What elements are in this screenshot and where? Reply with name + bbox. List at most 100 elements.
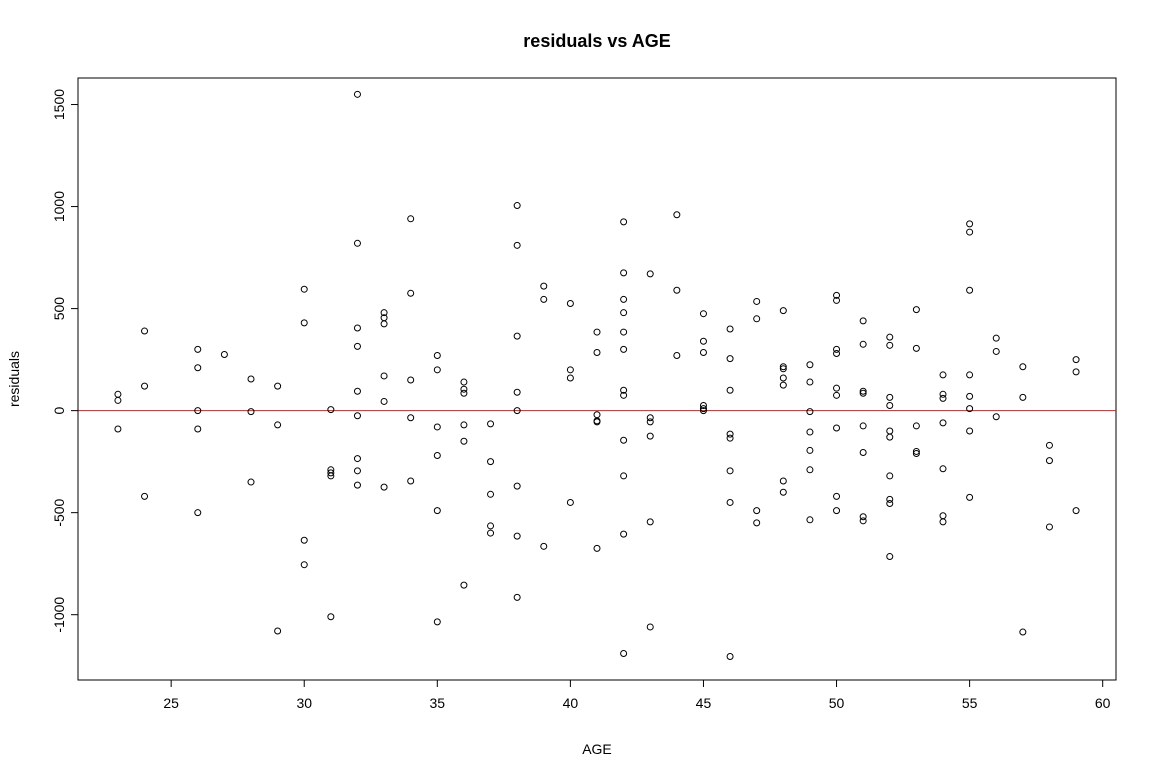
data-point — [912, 447, 920, 455]
data-point — [912, 344, 920, 352]
data-point — [859, 387, 867, 395]
data-point — [487, 420, 495, 428]
data-point — [886, 427, 894, 435]
data-point — [380, 483, 388, 491]
x-axis-label: AGE — [582, 741, 612, 757]
data-point — [620, 391, 628, 399]
data-point — [912, 422, 920, 430]
data-point — [300, 536, 308, 544]
data-point — [806, 378, 814, 386]
data-point — [753, 507, 761, 515]
data-point — [247, 375, 255, 383]
data-point — [1072, 368, 1080, 376]
data-point — [726, 434, 734, 442]
data-point — [726, 430, 734, 438]
data-point — [1019, 363, 1027, 371]
data-point — [806, 361, 814, 369]
data-point — [886, 499, 894, 507]
data-point — [966, 220, 974, 228]
data-point — [540, 282, 548, 290]
data-point — [300, 319, 308, 327]
data-point — [513, 532, 521, 540]
data-point — [753, 297, 761, 305]
data-point — [593, 328, 601, 336]
data-point — [699, 348, 707, 356]
data-point — [859, 448, 867, 456]
data-point — [726, 653, 734, 661]
data-point — [620, 328, 628, 336]
data-point — [966, 405, 974, 413]
x-tick-label: 50 — [829, 695, 845, 711]
data-point — [1072, 507, 1080, 515]
data-point — [380, 320, 388, 328]
data-point — [274, 382, 282, 390]
data-point — [114, 396, 122, 404]
data-point — [886, 472, 894, 480]
data-point — [566, 498, 574, 506]
data-point — [114, 390, 122, 398]
data-point — [859, 340, 867, 348]
x-tick-label: 45 — [696, 695, 712, 711]
data-point — [699, 407, 707, 415]
data-point — [407, 289, 415, 297]
data-point — [380, 372, 388, 380]
data-point — [407, 414, 415, 422]
data-point — [779, 477, 787, 485]
data-point — [540, 295, 548, 303]
data-point — [407, 215, 415, 223]
data-point — [620, 295, 628, 303]
data-point — [513, 482, 521, 490]
data-point — [194, 425, 202, 433]
data-point — [194, 345, 202, 353]
data-point — [726, 467, 734, 475]
data-point — [833, 384, 841, 392]
data-point — [886, 553, 894, 561]
x-tick-label: 30 — [296, 695, 312, 711]
data-point — [939, 394, 947, 402]
data-point — [487, 490, 495, 498]
data-point — [859, 389, 867, 397]
data-point — [513, 241, 521, 249]
data-point — [1019, 628, 1027, 636]
data-point — [460, 581, 468, 589]
data-point — [966, 392, 974, 400]
data-point — [833, 391, 841, 399]
data-point — [859, 517, 867, 525]
data-point — [487, 458, 495, 466]
plot-frame — [77, 77, 1117, 681]
data-point — [353, 481, 361, 489]
data-point — [939, 419, 947, 427]
data-point — [566, 299, 574, 307]
x-axis: 25 30 35 40 45 50 55 60 — [163, 679, 1111, 711]
data-point — [992, 413, 1000, 421]
data-point — [753, 519, 761, 527]
data-point — [1045, 457, 1053, 465]
data-point — [699, 405, 707, 413]
data-point — [620, 345, 628, 353]
data-point — [513, 202, 521, 210]
data-point — [433, 423, 441, 431]
data-point — [699, 402, 707, 410]
data-point — [833, 291, 841, 299]
data-point — [966, 228, 974, 236]
data-point — [806, 466, 814, 474]
data-point — [673, 286, 681, 294]
data-point — [194, 407, 202, 415]
data-point — [566, 366, 574, 374]
data-point — [274, 627, 282, 635]
data-point — [699, 310, 707, 318]
data-point — [726, 386, 734, 394]
data-point — [886, 495, 894, 503]
data-point — [300, 561, 308, 569]
data-point — [141, 382, 149, 390]
data-point — [353, 90, 361, 98]
data-point — [646, 414, 654, 422]
x-tick-label: 35 — [430, 695, 446, 711]
data-point — [433, 366, 441, 374]
data-point — [566, 374, 574, 382]
data-point — [433, 452, 441, 460]
data-point — [460, 437, 468, 445]
data-point — [939, 465, 947, 473]
data-point — [433, 352, 441, 360]
